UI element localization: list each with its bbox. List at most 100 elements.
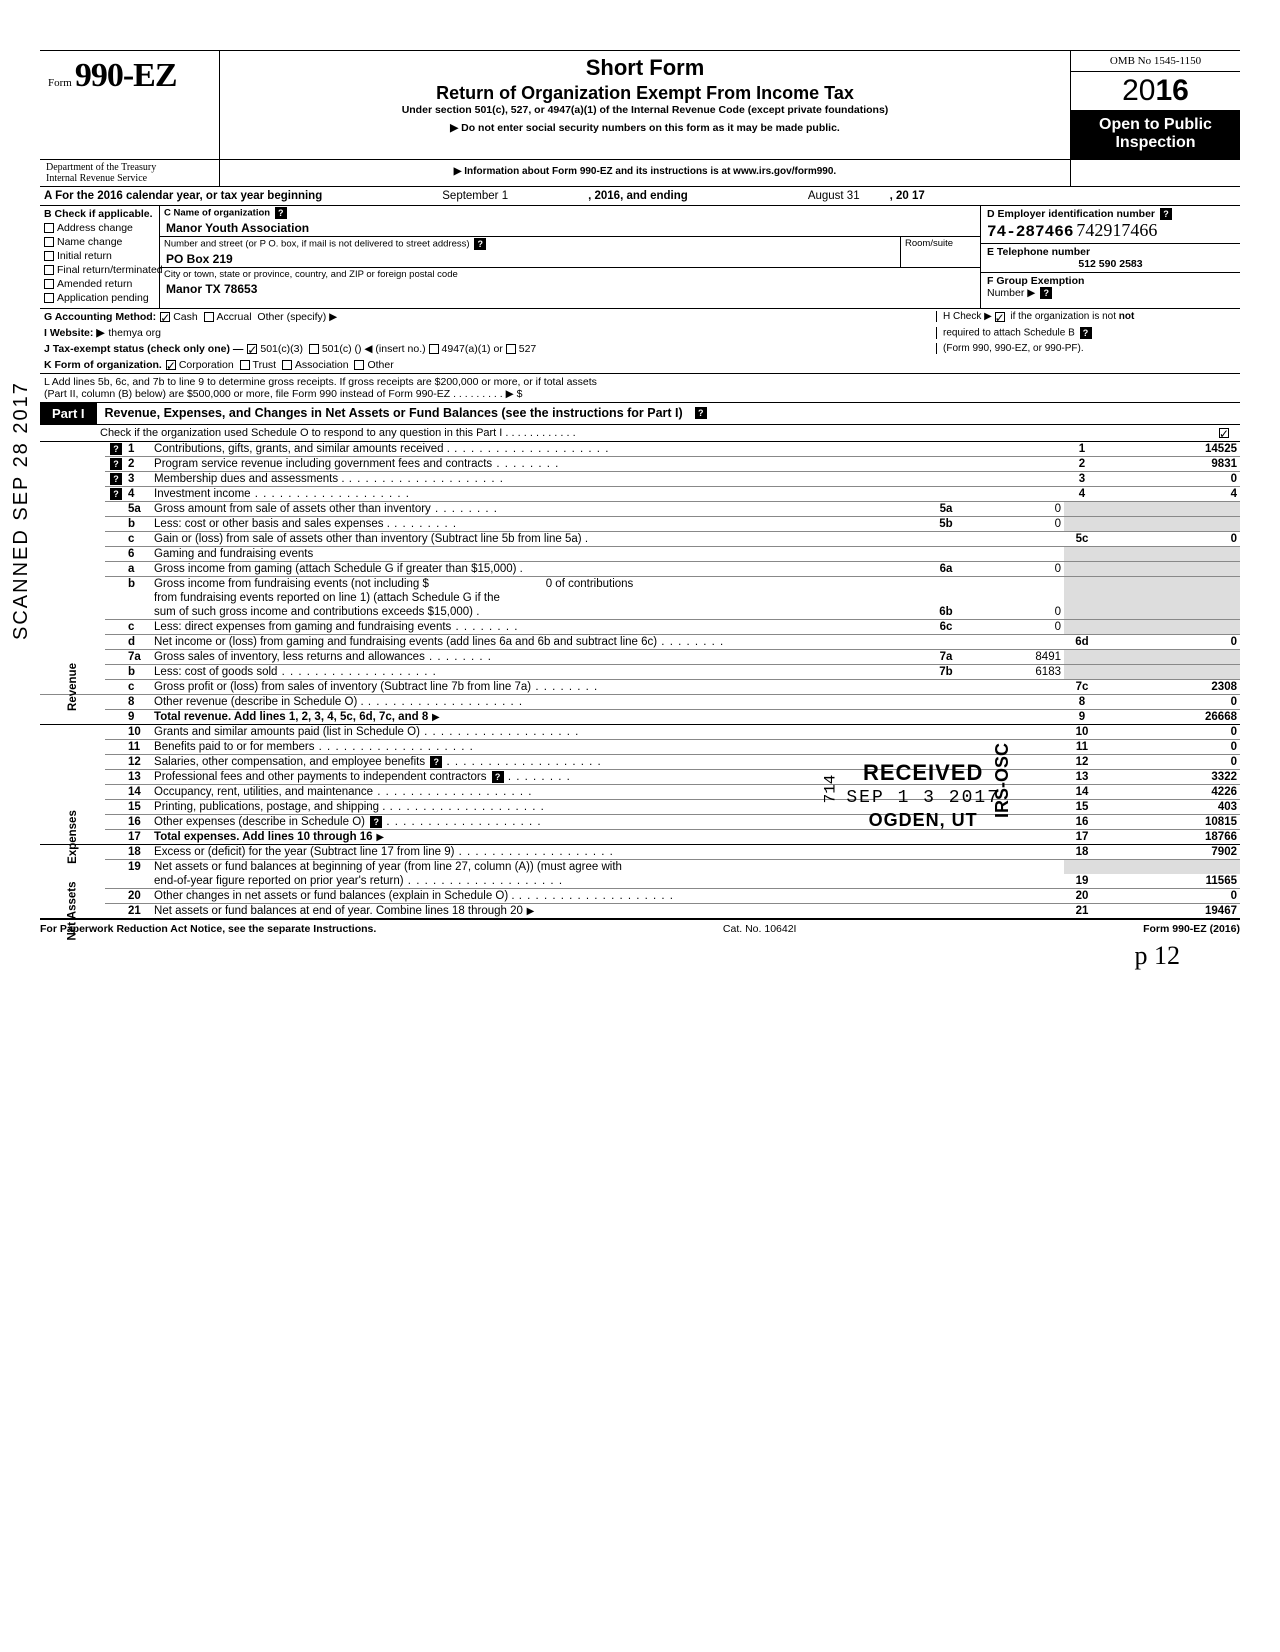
dept1: Department of the Treasury	[46, 162, 213, 173]
website: themya org	[108, 327, 161, 339]
line-15: 15 Printing, publications, postage, and …	[40, 799, 1240, 814]
help-icon: ?	[492, 771, 504, 783]
cb-501c3[interactable]	[247, 344, 257, 354]
room-label: Room/suite	[900, 237, 980, 267]
year-bold: 16	[1156, 74, 1189, 107]
part1-header: Part I Revenue, Expenses, and Changes in…	[40, 403, 1240, 425]
org-city: Manor TX 78653	[160, 281, 980, 297]
c-addr-label: Number and street (or P O. box, if mail …	[164, 238, 470, 249]
signature-mark: p 12	[40, 941, 1240, 971]
line-5c: c Gain or (loss) from sale of assets oth…	[40, 531, 1240, 546]
line-7a: 7a Gross sales of inventory, less return…	[40, 649, 1240, 664]
help-icon: ?	[695, 407, 707, 419]
cb-addr[interactable]: Address change	[44, 222, 155, 234]
cb-amended[interactable]: Amended return	[44, 278, 155, 290]
help-icon: ?	[1080, 327, 1092, 339]
i-label: I Website: ▶	[44, 327, 104, 339]
k-label: K Form of organization.	[44, 359, 162, 371]
j-label: J Tax-exempt status (check only one) —	[44, 343, 243, 355]
j-b: 501(c) (	[322, 343, 358, 355]
cb-trust[interactable]	[240, 360, 250, 370]
help-icon: ?	[275, 207, 287, 219]
help-icon: ?	[370, 816, 382, 828]
cb-other[interactable]	[354, 360, 364, 370]
help-icon: ?	[110, 488, 122, 500]
form-subtitle: Return of Organization Exempt From Incom…	[230, 83, 1060, 104]
header: Form 990-EZ Short Form Return of Organiz…	[40, 51, 1240, 160]
j-ins: ) ◀ (insert no.)	[358, 343, 426, 355]
row-a-mid: , 2016, and ending	[588, 190, 688, 202]
c-name-label: C Name of organization	[164, 207, 270, 218]
part1-title: Revenue, Expenses, and Changes in Net As…	[97, 403, 691, 424]
cb-initial[interactable]: Initial return	[44, 250, 155, 262]
warn-ssn: ▶ Do not enter social security numbers o…	[230, 122, 1060, 134]
line-3: ? 3 Membership dues and assessments . 3 …	[40, 471, 1240, 486]
cb-pending[interactable]: Application pending	[44, 292, 155, 304]
line-18: Net Assets 18 Excess or (deficit) for th…	[40, 845, 1240, 860]
line-6b2: from fundraising events reported on line…	[40, 591, 1240, 605]
dept2: Internal Revenue Service	[46, 173, 213, 184]
ein: 74-287466	[987, 223, 1073, 241]
line-2: ? 2 Program service revenue including go…	[40, 456, 1240, 471]
footer-mid: Cat. No. 10642I	[723, 923, 797, 935]
h-box2: required to attach Schedule B ?	[936, 327, 1236, 339]
line-6: 6 Gaming and fundraising events	[40, 546, 1240, 561]
j-c: 4947(a)(1) or	[442, 343, 503, 355]
form-title: Short Form	[230, 55, 1060, 81]
line-20: 20 Other changes in net assets or fund b…	[40, 889, 1240, 904]
part1-note-text: Check if the organization used Schedule …	[100, 427, 576, 439]
line-9: 9 Total revenue. Add lines 1, 2, 3, 4, 5…	[40, 709, 1240, 724]
e-label: E Telephone number	[987, 246, 1090, 258]
omb: OMB No 1545-1150	[1071, 51, 1240, 72]
block-bf: B Check if applicable. Address change Na…	[40, 206, 1240, 309]
line-21: 21 Net assets or fund balances at end of…	[40, 904, 1240, 919]
cb-name[interactable]: Name change	[44, 236, 155, 248]
row-g: G Accounting Method: Cash Accrual Other …	[40, 309, 1240, 325]
line-7c: c Gross profit or (loss) from sales of i…	[40, 679, 1240, 694]
line-10: Expenses 10 Grants and similar amounts p…	[40, 724, 1240, 739]
c-city-label: City or town, state or province, country…	[160, 268, 980, 281]
cb-accrual[interactable]	[204, 312, 214, 322]
warn-info: ▶ Information about Form 990-EZ and its …	[220, 160, 1070, 186]
b-header: B Check if applicable.	[44, 208, 155, 220]
org-addr: PO Box 219	[160, 251, 900, 267]
line-5b: b Less: cost or other basis and sales ex…	[40, 516, 1240, 531]
cb-assoc[interactable]	[282, 360, 292, 370]
dept-right-spacer	[1070, 160, 1240, 186]
line-6a: a Gross income from gaming (attach Sched…	[40, 561, 1240, 576]
line-6d: d Net income or (loss) from gaming and f…	[40, 634, 1240, 649]
line-19b: end-of-year figure reported on prior yea…	[40, 874, 1240, 889]
h-box3: (Form 990, 990-EZ, or 990-PF).	[936, 343, 1236, 354]
line-16: 16 Other expenses (describe in Schedule …	[40, 814, 1240, 829]
header-right: OMB No 1545-1150 2016 Open to Public Ins…	[1070, 51, 1240, 159]
scanned-stamp: SCANNED SEP 28 2017	[10, 381, 33, 640]
phone: 512 590 2583	[987, 258, 1234, 270]
k-b: Trust	[253, 359, 277, 371]
cb-schedo[interactable]	[1219, 428, 1229, 438]
f-label2: Number ▶	[987, 287, 1035, 299]
cb-corp[interactable]	[166, 360, 176, 370]
g-accrual: Accrual	[217, 311, 252, 323]
line-17: 17 Total expenses. Add lines 10 through …	[40, 830, 1240, 845]
cb-501c[interactable]	[309, 344, 319, 354]
f-cell: F Group Exemption Number ▶ ?	[981, 273, 1240, 301]
col-def: D Employer identification number ? 74-28…	[980, 206, 1240, 308]
cb-final[interactable]: Final return/terminated	[44, 264, 155, 276]
cb-4947[interactable]	[429, 344, 439, 354]
cb-h[interactable]	[995, 312, 1005, 322]
row-l: L Add lines 5b, 6c, and 7b to line 9 to …	[40, 374, 1240, 403]
cb-cash[interactable]	[160, 312, 170, 322]
line-6c: c Less: direct expenses from gaming and …	[40, 619, 1240, 634]
dept-left: Department of the Treasury Internal Reve…	[40, 160, 220, 186]
j-a: 501(c)(3)	[260, 343, 303, 355]
line-11: 11 Benefits paid to or for members 11 0	[40, 739, 1240, 754]
cb-527[interactable]	[506, 344, 516, 354]
footer-left: For Paperwork Reduction Act Notice, see …	[40, 923, 376, 935]
c-city-row: City or town, state or province, country…	[160, 268, 980, 297]
k-a: Corporation	[179, 359, 234, 371]
h-3: required to attach Schedule B	[943, 327, 1075, 338]
l-line1: L Add lines 5b, 6c, and 7b to line 9 to …	[44, 376, 1236, 388]
line-6b3: sum of such gross income and contributio…	[40, 605, 1240, 620]
help-icon: ?	[474, 238, 486, 250]
tax-year: 2016	[1071, 72, 1240, 110]
